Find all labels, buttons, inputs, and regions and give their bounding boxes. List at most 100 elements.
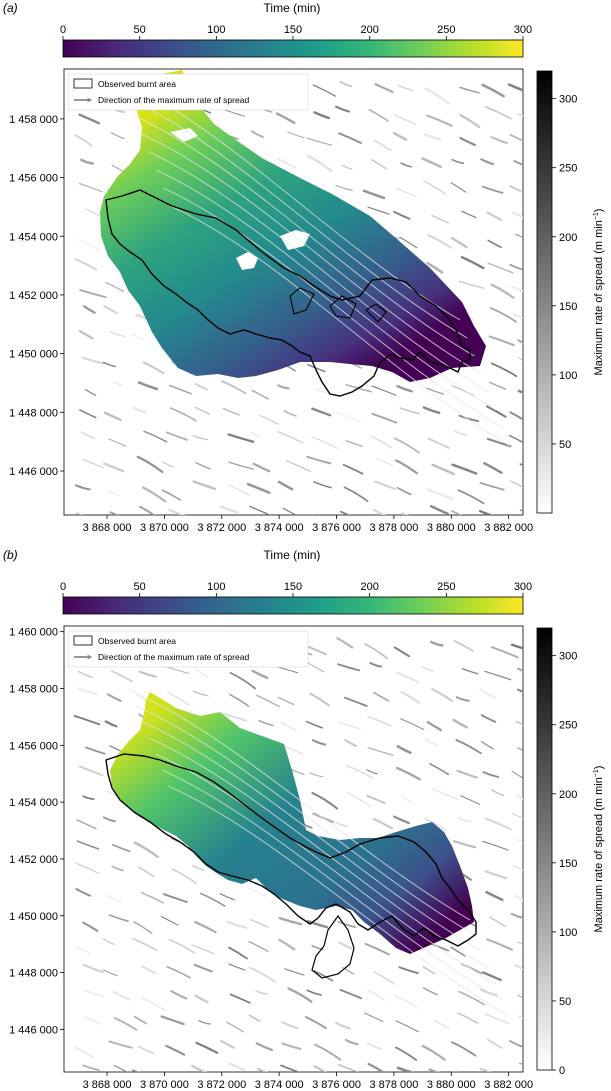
ros-arrow	[458, 414, 480, 423]
ros-arrow	[112, 990, 131, 1001]
ros-arrow	[344, 739, 358, 747]
ros-arrow	[80, 158, 94, 165]
ros-arrow	[369, 661, 383, 668]
ros-arrow	[340, 510, 351, 515]
ros-arrow	[275, 112, 296, 125]
ros-arrow	[457, 817, 472, 823]
ros-arrow	[458, 990, 486, 1006]
ros-arrow	[397, 84, 414, 92]
ros-arrow	[306, 154, 333, 173]
panel-a: (a) Time (min) 0 50 100 150 200 250 300 Observ…	[3, 1, 605, 534]
ros-arrow	[285, 460, 312, 473]
ros-arrow	[78, 113, 101, 125]
ros-arrow	[160, 1015, 185, 1026]
ros-arrow	[450, 1041, 477, 1057]
ros-arrow	[364, 943, 390, 956]
ros-arrow	[490, 789, 505, 797]
ros-arrow	[249, 918, 269, 928]
ros-arrow	[306, 455, 332, 465]
ros-arrow	[457, 1012, 479, 1024]
ros-arrow	[459, 113, 481, 129]
ros-arrow	[192, 480, 217, 491]
ros-arrow	[393, 210, 411, 220]
ros-arrow	[195, 383, 208, 391]
ros-arrow	[306, 137, 332, 146]
ros-arrow	[198, 1019, 211, 1025]
ros-arrow	[399, 407, 420, 415]
ros-arrow	[515, 720, 523, 726]
ros-arrow	[396, 1066, 415, 1072]
ros-arrow	[170, 990, 188, 1000]
ros-arrow	[229, 993, 251, 1004]
ros-arrow	[278, 938, 296, 951]
ros-arrow	[509, 133, 523, 143]
ros-arrow	[398, 966, 419, 975]
panel-a-streamlines	[119, 79, 511, 447]
ros-arrow	[82, 795, 95, 800]
ros-arrow	[486, 437, 512, 448]
ros-arrow	[460, 255, 485, 270]
panel-b-ros-colorbar-title: Maximum rate of spread (m min−1)	[593, 766, 605, 933]
ros-arrow	[165, 1044, 186, 1056]
ros-arrow	[74, 484, 91, 491]
ros-arrow	[427, 437, 450, 449]
time-tick-label: 150	[284, 581, 302, 593]
panel-a-label: (a)	[3, 1, 18, 15]
ros-arrow	[222, 407, 240, 416]
ros-arrow	[136, 455, 164, 474]
ros-arrow	[110, 132, 125, 140]
ros-arrow	[76, 819, 97, 830]
ros-arrow	[78, 765, 104, 777]
ros-arrow	[277, 696, 295, 706]
ros-arrow	[373, 971, 395, 985]
x-tick-label: 3 874 000	[255, 522, 304, 534]
ros-arrow	[311, 436, 338, 449]
ros-arrow	[168, 384, 192, 395]
ros-arrow	[339, 988, 363, 1000]
ros-arrow	[131, 333, 146, 341]
ros-arrow	[102, 816, 117, 823]
ros-arrow	[113, 1017, 138, 1031]
ros-arrow	[482, 771, 500, 778]
time-tick-label: 0	[60, 24, 66, 36]
ros-arrow	[84, 989, 105, 998]
ros-arrow	[517, 994, 523, 999]
ros-arrow	[337, 663, 361, 672]
ros-arrow	[478, 509, 494, 515]
ros-arrow	[422, 987, 438, 996]
ros-arrow	[335, 821, 349, 827]
ros-arrow	[452, 840, 477, 849]
ros-arrow	[306, 989, 322, 996]
ros-arrow	[512, 864, 523, 872]
ros-arrow	[507, 83, 523, 92]
ros-arrow	[280, 1064, 301, 1072]
ros-arrow	[367, 715, 392, 727]
ros-arrow	[461, 963, 483, 975]
panel-b-label: (b)	[3, 548, 18, 562]
ros-arrow	[400, 718, 425, 731]
ros-arrow	[372, 508, 386, 515]
ros-arrow	[251, 130, 264, 139]
ros-arrow	[111, 865, 124, 872]
ros-arrow	[431, 688, 454, 703]
ros-arrow	[518, 1015, 523, 1019]
ros-arrow	[421, 1044, 446, 1061]
ros-arrow	[256, 694, 280, 708]
ros-arrow	[426, 387, 445, 395]
ros-arrow	[367, 989, 386, 1001]
ros-arrow	[193, 435, 209, 441]
x-tick-label: 3 882 000	[484, 1079, 533, 1091]
ros-arrow	[488, 381, 507, 390]
ros-arrow	[430, 640, 444, 647]
ros-arrow	[486, 211, 502, 222]
ros-arrow	[228, 484, 250, 496]
ros-arrow	[401, 512, 410, 515]
time-tick-label: 200	[360, 581, 378, 593]
panel-a-time-colorbar-ticks: 0 50 100 150 200 250 300	[60, 24, 532, 40]
ros-arrow	[249, 887, 266, 898]
ros-arrow	[281, 1021, 299, 1030]
ros-arrow	[194, 994, 209, 1004]
ros-arrow	[342, 967, 355, 975]
x-tick-label: 3 880 000	[427, 1079, 476, 1091]
ros-arrow	[315, 388, 329, 394]
